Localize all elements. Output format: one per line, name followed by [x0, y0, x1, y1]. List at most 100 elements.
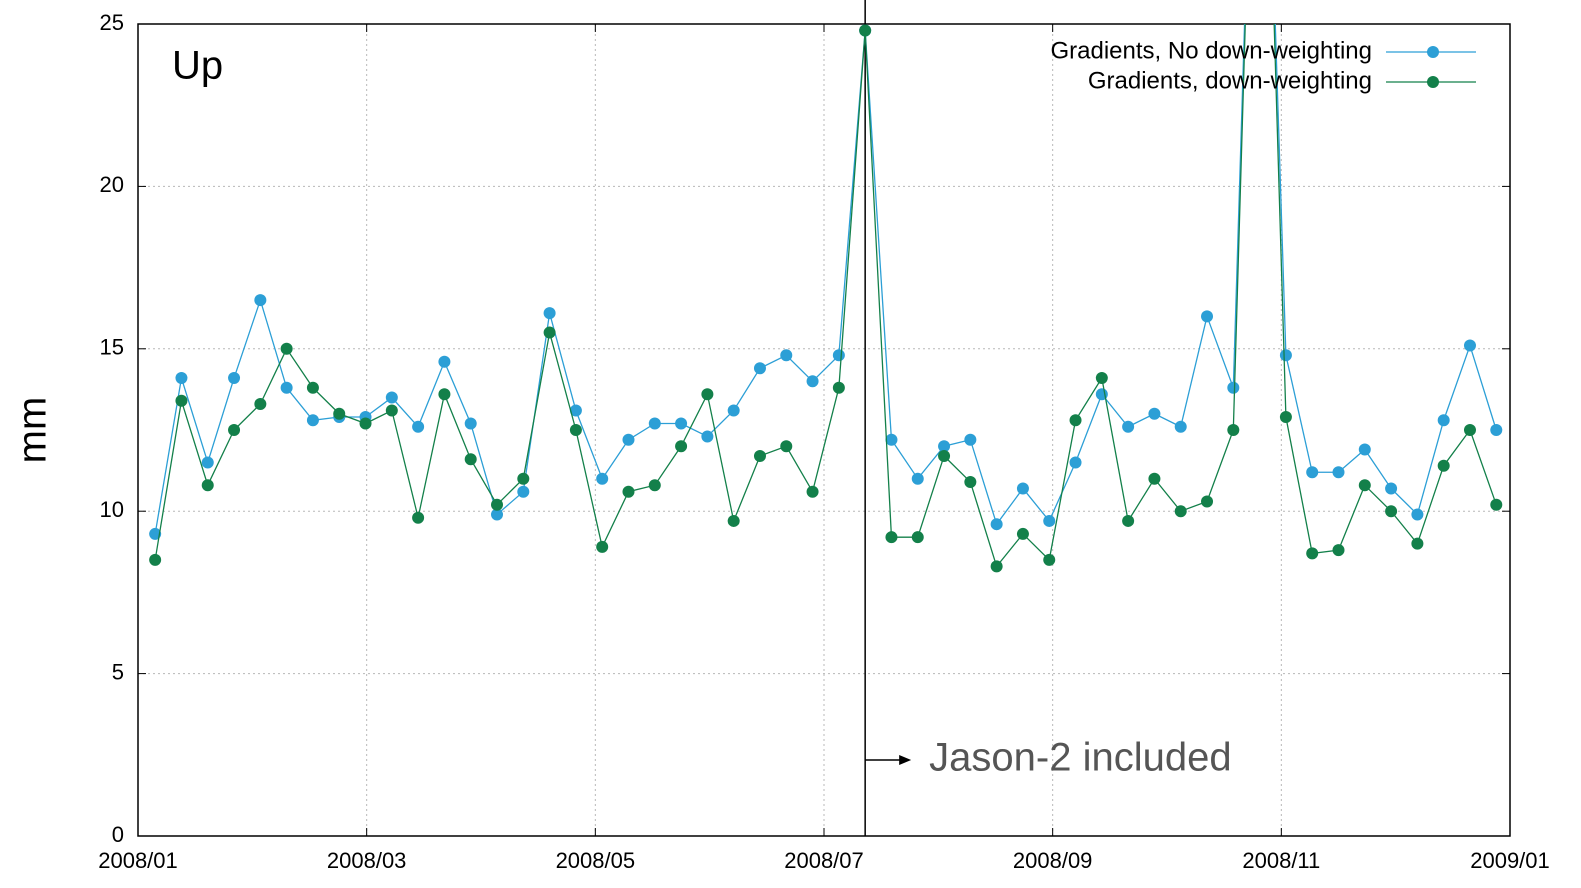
- data-point: [1332, 466, 1345, 479]
- data-point: [990, 518, 1003, 531]
- data-point: [675, 417, 688, 430]
- data-point: [832, 349, 845, 362]
- data-point: [596, 472, 609, 485]
- data-point: [1411, 537, 1424, 550]
- data-point: [701, 388, 714, 401]
- data-point: [1463, 424, 1476, 436]
- y-tick-label: 20: [100, 172, 124, 197]
- data-point: [675, 440, 688, 453]
- data-point: [1016, 527, 1029, 540]
- data-point: [464, 453, 477, 466]
- data-point: [1148, 407, 1161, 420]
- data-point: [727, 514, 740, 527]
- series-line: [154, 24, 1497, 535]
- data-point: [254, 294, 267, 307]
- data-point: [385, 404, 398, 417]
- data-point: [149, 527, 162, 540]
- data-point: [254, 398, 267, 411]
- data-point: [1095, 372, 1108, 385]
- y-tick-label: 10: [100, 497, 124, 522]
- data-point: [885, 433, 898, 446]
- data-point: [780, 440, 793, 453]
- data-point: [753, 362, 766, 375]
- data-point: [648, 417, 661, 430]
- data-point: [1279, 411, 1292, 424]
- data-point: [1122, 514, 1135, 527]
- data-point: [333, 407, 346, 420]
- data-point: [727, 404, 740, 417]
- data-point: [280, 342, 293, 355]
- data-point: [1306, 547, 1319, 560]
- data-point: [938, 440, 951, 453]
- data-point: [1332, 544, 1345, 557]
- data-point: [175, 372, 188, 385]
- data-point: [306, 414, 319, 427]
- legend-marker: [1427, 46, 1439, 58]
- data-point: [596, 540, 609, 553]
- data-point: [491, 508, 504, 521]
- data-point: [1490, 424, 1503, 436]
- data-point: [543, 307, 556, 320]
- data-point: [491, 498, 504, 511]
- data-point: [1385, 505, 1398, 518]
- annotation: Jason-2 included: [929, 736, 1231, 780]
- data-point: [1227, 381, 1240, 394]
- data-point: [228, 372, 241, 385]
- data-point: [149, 553, 162, 566]
- data-point: [201, 479, 214, 492]
- data-point: [228, 424, 241, 436]
- data-point: [911, 472, 924, 485]
- data-point: [964, 433, 977, 446]
- data-point: [990, 560, 1003, 573]
- data-point: [359, 417, 372, 430]
- data-point: [1358, 479, 1371, 492]
- data-point: [1463, 339, 1476, 352]
- data-point: [280, 381, 293, 394]
- panel-label: Up: [172, 44, 223, 88]
- x-tick-label: 2008/09: [1013, 848, 1093, 873]
- data-point: [1437, 414, 1450, 427]
- data-point: [1227, 424, 1240, 436]
- data-point: [1148, 472, 1161, 485]
- data-point: [1490, 498, 1503, 511]
- x-tick-label: 2008/11: [1242, 848, 1320, 873]
- data-point: [569, 404, 582, 417]
- data-point: [1385, 482, 1398, 495]
- data-point: [1201, 495, 1214, 508]
- data-point: [517, 472, 530, 485]
- data-point: [622, 485, 635, 498]
- data-point: [780, 349, 793, 362]
- data-point: [1174, 505, 1187, 518]
- data-point: [832, 381, 845, 394]
- x-tick-label: 2008/03: [327, 848, 407, 873]
- data-point: [1069, 414, 1082, 427]
- data-point: [938, 449, 951, 462]
- series-line: [154, 24, 1497, 568]
- x-tick-label: 2009/01: [1470, 848, 1550, 873]
- data-point: [1279, 349, 1292, 362]
- data-point: [1411, 508, 1424, 521]
- data-point: [1043, 514, 1056, 527]
- data-point: [1016, 482, 1029, 495]
- data-point: [806, 485, 819, 498]
- data-point: [964, 475, 977, 488]
- data-point: [648, 479, 661, 492]
- data-point: [806, 375, 819, 388]
- y-tick-label: 5: [112, 659, 124, 684]
- data-point: [412, 420, 425, 433]
- x-tick-label: 2008/01: [98, 848, 178, 873]
- data-point: [175, 394, 188, 407]
- data-point: [1306, 466, 1319, 479]
- data-point: [438, 388, 451, 401]
- data-point: [701, 430, 714, 443]
- plot-frame: [137, 23, 1511, 837]
- data-point: [911, 531, 924, 544]
- data-point: [438, 355, 451, 368]
- data-point: [1069, 456, 1082, 469]
- y-axis-label: mm: [11, 397, 55, 464]
- y-tick-label: 25: [100, 10, 124, 35]
- data-point: [1358, 443, 1371, 456]
- x-tick-label: 2008/07: [784, 848, 864, 873]
- data-point: [306, 381, 319, 394]
